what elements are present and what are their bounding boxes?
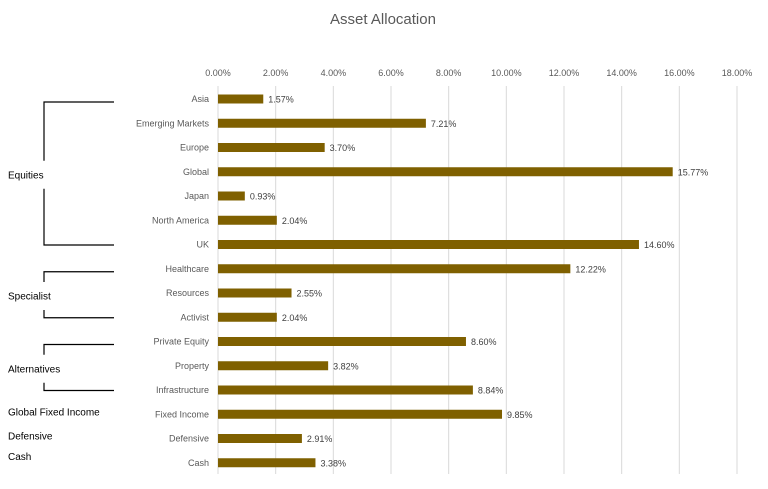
x-tick-label: 14.00% [606, 68, 637, 78]
bar [218, 94, 264, 104]
group-bracket [43, 310, 114, 319]
x-tick-label: 18.00% [722, 68, 753, 78]
group-bracket [43, 382, 114, 392]
category-label: Defensive [169, 434, 209, 444]
category-label: Private Equity [153, 337, 209, 347]
category-label: Activist [180, 312, 209, 322]
bar [218, 385, 473, 395]
bar [218, 215, 277, 225]
data-label: 2.91% [307, 434, 333, 444]
bar [218, 240, 639, 249]
x-tick-label: 16.00% [664, 68, 695, 78]
data-label: 15.77% [678, 167, 709, 177]
data-label: 14.60% [644, 240, 675, 250]
x-tick-label: 6.00% [378, 68, 404, 78]
bar [218, 264, 571, 274]
x-tick-label: 0.00% [205, 68, 231, 78]
bar [218, 288, 292, 298]
group-bracket [43, 343, 114, 355]
data-label: 8.84% [478, 386, 504, 396]
category-label: Emerging Markets [136, 118, 210, 128]
data-label: 1.57% [268, 95, 294, 105]
category-label: Healthcare [165, 264, 209, 274]
bar [218, 409, 503, 419]
x-tick-label: 2.00% [263, 68, 289, 78]
category-label: Europe [180, 143, 209, 153]
bar [218, 191, 245, 201]
data-label: 3.70% [330, 143, 356, 153]
bar [218, 143, 325, 152]
bar [218, 434, 302, 443]
group-label: Specialist [8, 292, 51, 303]
bar [218, 337, 466, 346]
bars [218, 94, 673, 468]
category-label: Global [183, 167, 209, 177]
data-label: 9.85% [507, 410, 533, 420]
category-label: North America [152, 215, 209, 225]
group-labels: Equities Specialist Alternatives Global Fix… [8, 101, 114, 463]
bar [218, 361, 329, 371]
bar [218, 458, 316, 468]
category-label: Infrastructure [156, 385, 209, 395]
data-label: 2.55% [297, 289, 323, 299]
x-tick-label: 10.00% [491, 68, 522, 78]
data-label: 12.22% [575, 264, 606, 274]
category-label: Asia [191, 94, 209, 104]
x-tick-label: 12.00% [549, 68, 580, 78]
chart-title: Asset Allocation [330, 11, 436, 28]
category-label: Fixed Income [155, 409, 209, 419]
data-label: 2.04% [282, 313, 308, 323]
category-label: UK [196, 240, 209, 250]
bar [218, 118, 426, 128]
group-bracket [43, 271, 114, 282]
data-label: 3.38% [320, 458, 346, 468]
bar [218, 167, 673, 177]
group-label: Cash [8, 452, 31, 463]
data-label: 3.82% [333, 361, 359, 371]
group-bracket [43, 188, 114, 246]
category-labels: Asia Emerging Markets Europe Global Japan Nor… [136, 94, 210, 468]
x-tick-label: 8.00% [436, 68, 462, 78]
x-tick-label: 4.00% [321, 68, 347, 78]
data-label: 8.60% [471, 337, 497, 347]
group-label: Alternatives [8, 364, 60, 375]
x-axis-tick-labels: 0.00% 2.00% 4.00% 6.00% 8.00% 10.00% 12.00% 14.… [205, 68, 752, 78]
bar [218, 312, 277, 322]
category-label: Property [175, 361, 210, 371]
category-label: Cash [188, 458, 209, 468]
group-label: Defensive [8, 432, 53, 443]
data-label: 0.93% [250, 192, 276, 202]
category-label: Resources [166, 288, 210, 298]
data-label: 2.04% [282, 216, 308, 226]
data-labels: 1.57% 7.21% 3.70% 15.77% 0.93% 2.04% 14.60% 12.… [250, 95, 708, 469]
category-label: Japan [184, 191, 209, 201]
group-label: Global Fixed Income [8, 407, 100, 418]
data-label: 7.21% [431, 119, 457, 129]
group-label: Equities [8, 170, 44, 181]
group-bracket [43, 101, 114, 161]
